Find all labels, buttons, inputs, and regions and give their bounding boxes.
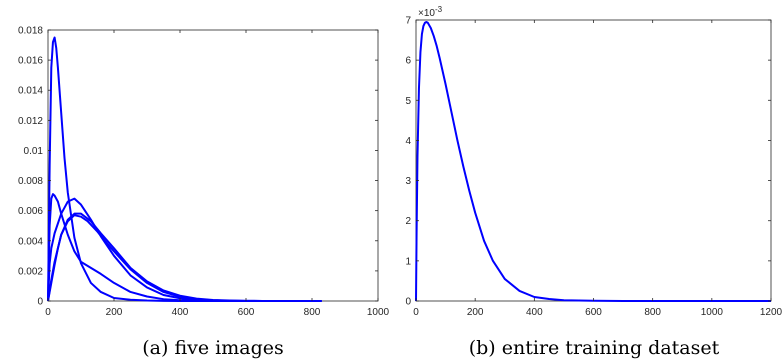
plot-frame-b <box>415 19 772 302</box>
y-tick-label: 0.002 <box>18 266 43 277</box>
x-tick-label: 0 <box>45 307 51 318</box>
y-tick-label: 2 <box>405 216 411 227</box>
y-tick-label: 1 <box>405 256 411 267</box>
x-tick-label: 400 <box>526 307 543 318</box>
y-ticks-a: 0 0.002 0.004 0.006 0.008 0.01 0.012 0.014 0.016… <box>18 26 378 308</box>
y-tick-label: 5 <box>405 96 411 107</box>
chart-panel-b: 0 1 2 3 4 5 6 7 0 200 400 600 800 1000 1200 ×10-3 (b)… <box>405 5 782 359</box>
y-tick-label: 0.012 <box>18 116 43 127</box>
x-tick-label: 400 <box>172 307 189 318</box>
y-tick-label: 0.014 <box>18 86 43 97</box>
caption-b: (b) entire training dataset <box>469 337 720 359</box>
x-tick-label: 800 <box>304 307 321 318</box>
series-line-a-5 <box>47 212 322 302</box>
y-tick-label: 0.004 <box>18 236 43 247</box>
x-tick-label: 1000 <box>701 307 724 318</box>
x-tick-label: 800 <box>644 307 661 318</box>
x-tick-label: 600 <box>585 307 602 318</box>
x-ticks-a: 0 200 400 600 800 1000 <box>45 30 390 318</box>
y-multiplier-b: ×10-3 <box>418 5 443 19</box>
x-tick-label: 1000 <box>367 307 390 318</box>
y-tick-label: 0.01 <box>24 146 44 157</box>
y-tick-label: 0.016 <box>18 56 43 67</box>
x-tick-label: 200 <box>106 307 123 318</box>
series-group-a <box>47 36 322 302</box>
y-tick-label: 0.008 <box>18 176 43 187</box>
x-tick-label: 0 <box>413 307 419 318</box>
y-tick-label: 4 <box>405 136 411 147</box>
y-tick-label: 0 <box>37 297 43 308</box>
plot-frame-a <box>47 29 379 302</box>
series-line-a-1 <box>47 36 230 302</box>
y-tick-label: 3 <box>405 176 411 187</box>
y-tick-label: 0.018 <box>18 26 43 37</box>
series-line-b-1 <box>415 21 771 302</box>
y-tick-label: 6 <box>405 56 411 67</box>
y-multiplier-exponent: -3 <box>435 5 443 14</box>
y-ticks-b: 0 1 2 3 4 5 6 7 <box>405 16 771 308</box>
x-ticks-b: 0 200 400 600 800 1000 1200 <box>413 20 782 318</box>
series-line-a-2 <box>47 193 246 302</box>
series-group-b <box>415 21 771 302</box>
x-tick-label: 1200 <box>760 307 782 318</box>
x-tick-label: 600 <box>238 307 255 318</box>
y-tick-label: 0 <box>405 297 411 308</box>
chart-panel-a: 0 0.002 0.004 0.006 0.008 0.01 0.012 0.014 0.016… <box>18 26 390 360</box>
caption-a: (a) five images <box>142 337 283 359</box>
x-tick-label: 200 <box>467 307 484 318</box>
y-multiplier-base: ×10 <box>418 8 435 19</box>
y-tick-label: 0.006 <box>18 206 43 217</box>
y-tick-label: 7 <box>405 16 411 27</box>
